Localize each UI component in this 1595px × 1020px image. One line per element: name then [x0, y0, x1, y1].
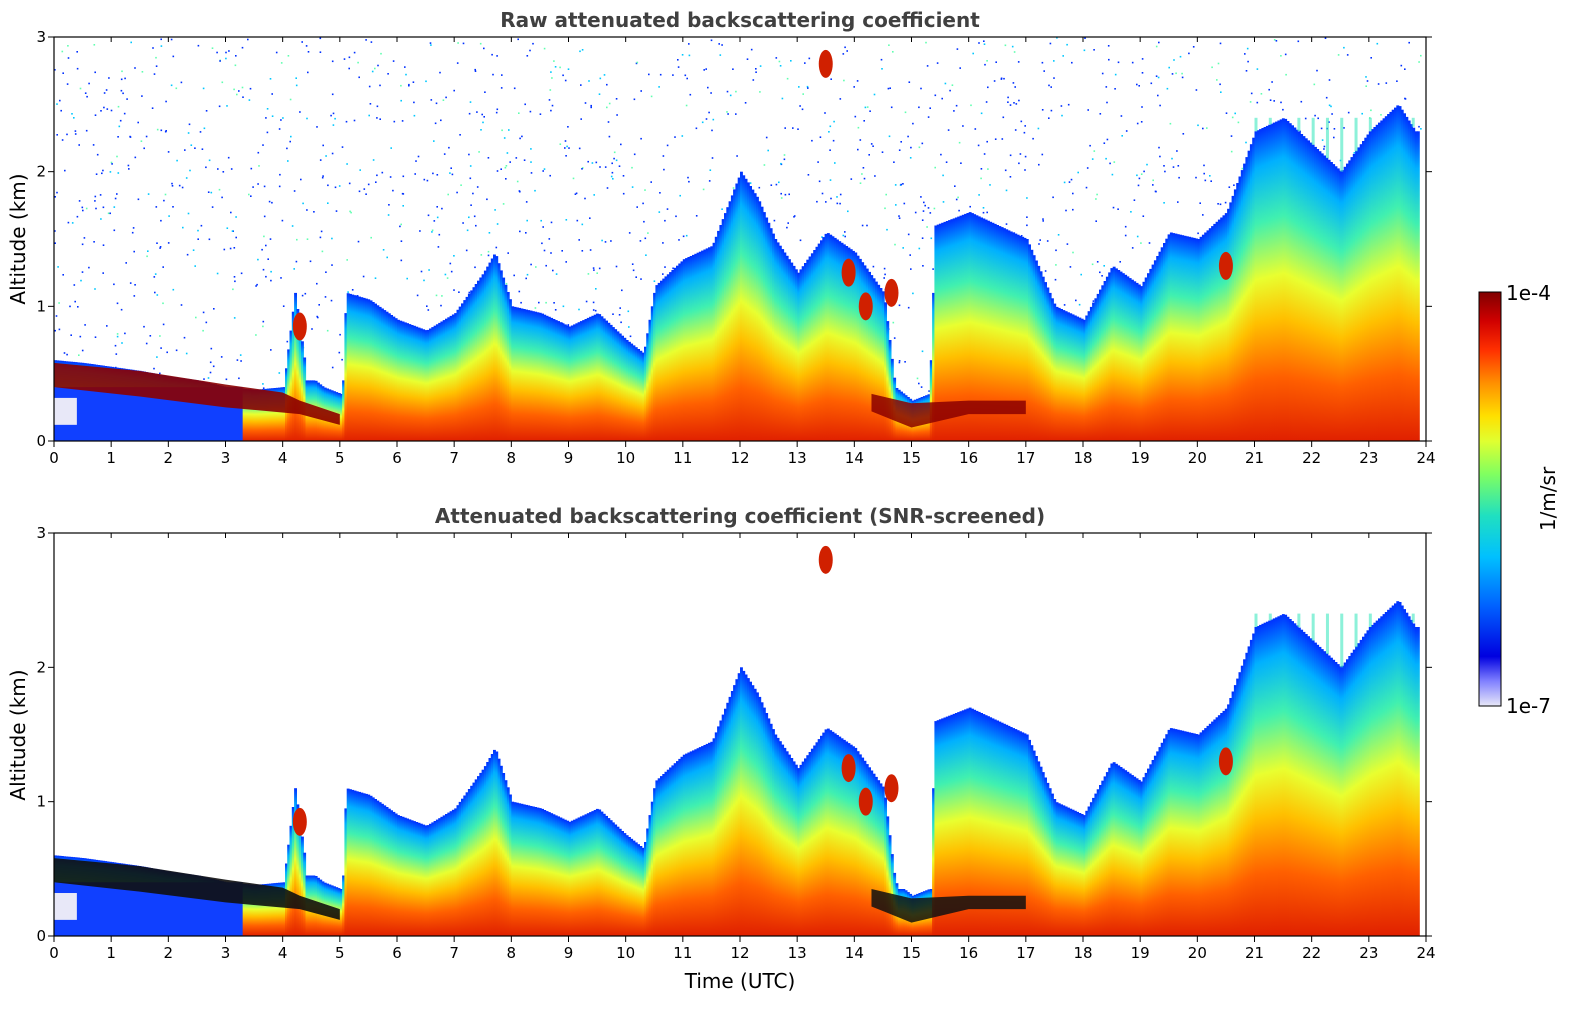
xtick-label: 14: [845, 944, 864, 962]
xtick-label: 23: [1359, 449, 1378, 467]
xtick-label: 10: [616, 449, 635, 467]
panel2-plot: 0 1 2 3 4 5 6 7 8 9 10 11 12 13 14 15 16 17 18 19 20 21 22 23 24…: [36, 524, 1435, 962]
colorbar-max-label: 1e-4: [1506, 281, 1551, 305]
xtick-label: 4: [278, 944, 288, 962]
ytick-label: 0: [36, 927, 46, 945]
ytick-label: 2: [36, 163, 46, 181]
xtick-label: 5: [335, 449, 345, 467]
xtick-label: 1: [106, 449, 116, 467]
xtick-label: 20: [1188, 944, 1207, 962]
xtick-label: 8: [507, 449, 517, 467]
xtick-label: 10: [616, 944, 635, 962]
xtick-label: 21: [1245, 944, 1264, 962]
xtick-label: 11: [673, 449, 692, 467]
xtick-label: 2: [164, 944, 174, 962]
xtick-label: 13: [788, 449, 807, 467]
xtick-label: 12: [730, 944, 749, 962]
xtick-label: 22: [1302, 449, 1321, 467]
ytick-label: 1: [36, 793, 46, 811]
xtick-label: 19: [1131, 944, 1150, 962]
ytick-label: 1: [36, 297, 46, 315]
panel2-title: Attenuated backscattering coefficient (S…: [435, 504, 1045, 528]
xtick-label: 14: [845, 449, 864, 467]
xtick-label: 18: [1073, 449, 1092, 467]
xtick-label: 5: [335, 944, 345, 962]
panel2-xaxis: 0 1 2 3 4 5 6 7 8 9 10 11 12 13 14 15 16 17 18 19 20 21 22 23 24: [49, 533, 1436, 962]
xtick-label: 7: [449, 944, 459, 962]
xtick-label: 15: [902, 944, 921, 962]
ytick-label: 3: [36, 524, 46, 542]
colorbar: [1478, 291, 1502, 707]
xtick-label: 2: [164, 449, 174, 467]
xtick-label: 24: [1416, 944, 1435, 962]
colorbar-min-label: 1e-7: [1506, 694, 1551, 718]
xtick-label: 22: [1302, 944, 1321, 962]
xtick-label: 6: [392, 944, 402, 962]
panel1-xaxis: 0 1 2 3 4 5 6 7 8 9 10 11 12 13 14 15 16 17 18 19 20 21 22 23 24: [49, 37, 1436, 467]
xtick-label: 4: [278, 449, 288, 467]
xtick-label: 1: [106, 944, 116, 962]
backscatter-columns: [54, 545, 1420, 936]
backscatter-columns: [54, 49, 1420, 441]
xtick-label: 16: [959, 449, 978, 467]
panel1-plot: 0 1 2 3 4 5 6 7 8 9 10 11 12 13 14 15 16 17 18 19 20 21 22 23 24…: [36, 28, 1435, 467]
xtick-label: 3: [221, 944, 231, 962]
xtick-label: 11: [673, 944, 692, 962]
xtick-label: 24: [1416, 449, 1435, 467]
xtick-label: 9: [564, 449, 574, 467]
panel1-ylabel: Altitude (km): [6, 173, 30, 304]
xlabel: Time (UTC): [684, 969, 796, 993]
xtick-label: 16: [959, 944, 978, 962]
xtick-label: 23: [1359, 944, 1378, 962]
xtick-label: 8: [507, 944, 517, 962]
xtick-label: 15: [902, 449, 921, 467]
colorbar-unit-label: 1/m/sr: [1536, 466, 1560, 531]
xtick-label: 21: [1245, 449, 1264, 467]
xtick-label: 3: [221, 449, 231, 467]
xtick-label: 0: [49, 449, 59, 467]
xtick-label: 18: [1073, 944, 1092, 962]
ytick-label: 0: [36, 432, 46, 450]
xtick-label: 20: [1188, 449, 1207, 467]
xtick-label: 17: [1016, 449, 1035, 467]
panel2-yaxis: 0 1 2 3: [36, 524, 1432, 945]
panel1-title: Raw attenuated backscattering coefficien…: [500, 8, 980, 32]
panel1-yaxis: 0 1 2 3: [36, 28, 1432, 450]
xtick-label: 9: [564, 944, 574, 962]
xtick-label: 17: [1016, 944, 1035, 962]
xtick-label: 19: [1131, 449, 1150, 467]
xtick-label: 0: [49, 944, 59, 962]
xtick-label: 12: [730, 449, 749, 467]
xtick-label: 7: [449, 449, 459, 467]
ytick-label: 3: [36, 28, 46, 46]
xtick-label: 6: [392, 449, 402, 467]
xtick-label: 13: [788, 944, 807, 962]
ytick-label: 2: [36, 658, 46, 676]
panel2-ylabel: Altitude (km): [6, 669, 30, 800]
